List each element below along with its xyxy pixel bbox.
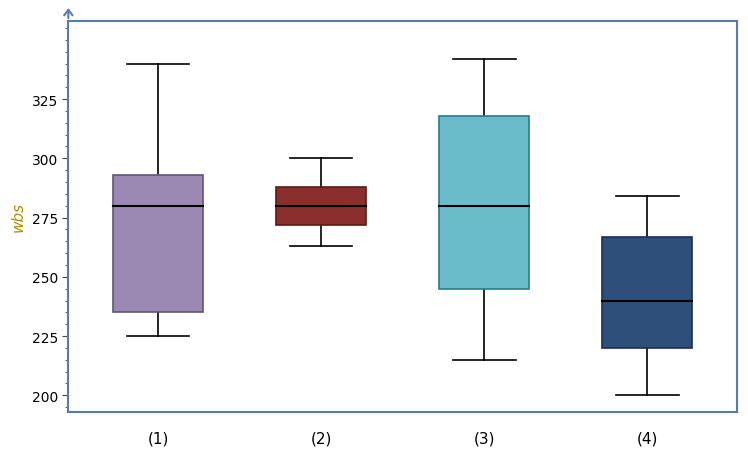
Bar bbox=[276, 187, 366, 225]
Text: (1): (1) bbox=[147, 431, 169, 446]
Bar bbox=[439, 116, 529, 289]
Bar bbox=[113, 176, 203, 313]
Text: (4): (4) bbox=[637, 431, 658, 446]
Y-axis label: wbs: wbs bbox=[11, 202, 26, 232]
Bar bbox=[602, 237, 692, 348]
Text: (2): (2) bbox=[310, 431, 332, 446]
Text: (3): (3) bbox=[473, 431, 495, 446]
